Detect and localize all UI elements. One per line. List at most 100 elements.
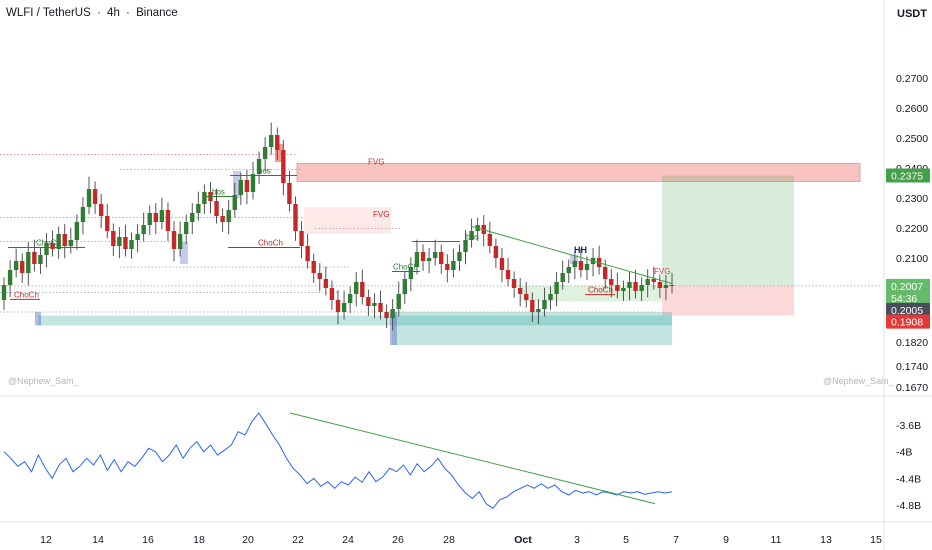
candle [105, 203, 110, 239]
candle-body [360, 282, 365, 297]
candle-body [439, 252, 444, 264]
candle-body [256, 159, 262, 174]
indicator-line [3, 412, 673, 509]
candle-body [493, 246, 499, 258]
overlays-layer: ChoCh bos bos ChoCh bos ChoCh ChoCh ChoCh FVG FVG… [8, 158, 673, 300]
candle [657, 274, 663, 298]
candle [238, 172, 244, 205]
candle [26, 242, 31, 286]
candle-body [62, 234, 67, 246]
fvg-zone-top [296, 163, 861, 182]
candle-body [220, 216, 225, 222]
time-tick-label: 14 [92, 534, 104, 546]
candle [287, 170, 292, 212]
candle-body [657, 282, 663, 288]
candle-body [183, 222, 189, 234]
candle-body [445, 264, 450, 270]
candle [530, 292, 535, 322]
price-tick-label: 0.2700 [896, 73, 928, 85]
candle-body [299, 231, 304, 246]
candle-body [566, 267, 571, 273]
candle-body [530, 300, 535, 312]
candle-body [153, 213, 159, 222]
candle [378, 290, 383, 320]
candle [578, 248, 584, 278]
price-tick-label: 0.2500 [896, 133, 928, 145]
price-axis[interactable]: 0.27000.26000.25000.24000.23000.22000.21… [883, 0, 928, 550]
time-tick-label: 9 [723, 534, 729, 546]
indicator-tick-label: -4B [896, 447, 912, 459]
candle-body [517, 288, 523, 294]
symbol-title[interactable]: WLFI / TetherUS [6, 7, 91, 19]
candle [390, 299, 395, 331]
candle [299, 221, 304, 259]
candle-body [74, 222, 80, 240]
candle [159, 197, 165, 230]
price-tick-label: 0.1740 [896, 361, 928, 373]
candle-body [226, 210, 231, 222]
candle-body [609, 279, 614, 285]
candle [566, 259, 571, 283]
candle [256, 151, 262, 184]
watermark-right: @Nephew_Sam_ [823, 376, 894, 386]
candle-body [463, 240, 468, 252]
time-tick-label: 22 [292, 534, 304, 546]
candle-body [244, 180, 250, 192]
time-tick-label: 12 [40, 534, 52, 546]
candle [584, 256, 590, 280]
candle [493, 238, 499, 268]
candle-body [548, 294, 553, 300]
price-tick-label: 0.2100 [896, 253, 928, 265]
candle-body [7, 270, 13, 285]
ob-block-5 [275, 144, 283, 162]
candle [220, 208, 225, 232]
candle-body [615, 285, 620, 291]
candle-body [20, 261, 25, 273]
header-sep-1: · [97, 7, 101, 19]
candle-body [38, 255, 43, 264]
candle [317, 263, 322, 292]
candle [663, 275, 669, 301]
candle [463, 230, 468, 265]
candle [511, 271, 517, 298]
candle-body [499, 258, 505, 270]
entry-price-tag-bg [886, 302, 930, 317]
ob-block-2 [35, 312, 41, 326]
candle [639, 277, 644, 301]
candle [554, 272, 559, 307]
candle [86, 176, 92, 215]
candle-body [135, 234, 140, 240]
ob-block-1 [180, 241, 188, 264]
candle [226, 200, 231, 235]
candle-body [317, 273, 322, 279]
candle [536, 299, 541, 325]
candle-body [68, 240, 73, 246]
candle-body [141, 225, 146, 234]
chart-header: WLFI / TetherUS · 4h · Binance [6, 7, 181, 19]
indicator-tick-label: -4.4B [896, 473, 921, 485]
candle [68, 227, 73, 254]
choch-label-5: ChoCh [588, 286, 613, 295]
candle [232, 182, 237, 218]
time-axis[interactable]: 12 14 16 18 20 22 24 26 28 Oct 3 5 7 9 11 13 15 [0, 521, 932, 546]
ob-block-4 [233, 171, 241, 198]
candle-body [305, 246, 310, 261]
interval-label[interactable]: 4h [107, 7, 120, 19]
candle-body [250, 174, 256, 192]
candle [269, 122, 274, 155]
candle-body [129, 240, 134, 249]
last-price-tag: 0.2007 [891, 281, 923, 293]
candle [335, 290, 341, 325]
price-trendline [471, 226, 673, 284]
fvg-label-mid: FVG [373, 210, 389, 219]
last-price-tag-bg [886, 278, 930, 293]
candle [323, 266, 329, 296]
candle [50, 230, 55, 257]
candle-body [651, 279, 656, 282]
candle-body [578, 261, 584, 270]
candle-body [627, 282, 632, 288]
candle [293, 196, 298, 241]
currency-label[interactable]: USDT [897, 8, 927, 20]
price-tick-label: 0.2300 [896, 193, 928, 205]
